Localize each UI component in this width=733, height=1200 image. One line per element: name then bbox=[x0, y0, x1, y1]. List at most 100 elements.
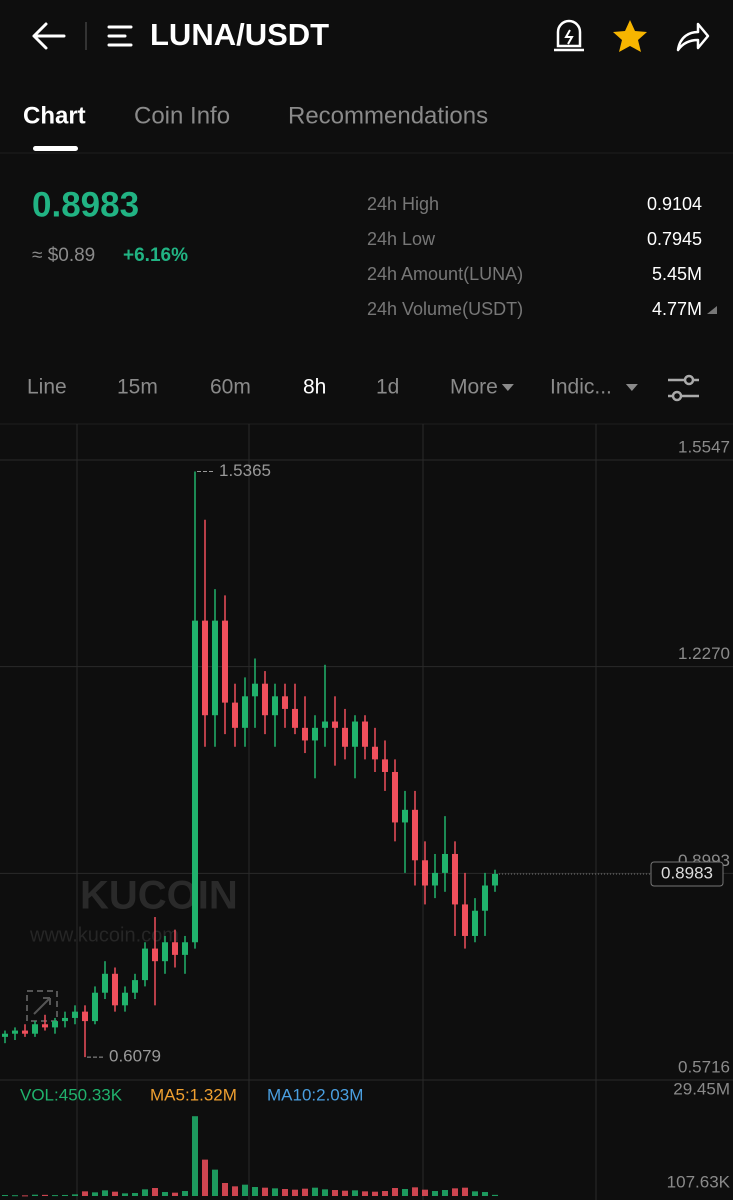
volume-bar bbox=[152, 1188, 158, 1196]
candle-body bbox=[482, 885, 488, 911]
volume-bar bbox=[242, 1184, 248, 1196]
expand-button[interactable] bbox=[26, 990, 58, 1022]
tab[interactable]: Coin Info bbox=[134, 102, 230, 129]
alert-button[interactable] bbox=[554, 19, 584, 52]
candle-body bbox=[262, 683, 268, 716]
candle-body bbox=[402, 809, 408, 823]
volume-bar bbox=[472, 1191, 478, 1196]
candle-body bbox=[472, 910, 478, 936]
volume-bar bbox=[492, 1194, 498, 1196]
chart-settings-button[interactable] bbox=[668, 374, 699, 402]
volume-bar bbox=[182, 1191, 188, 1196]
candle-body bbox=[322, 721, 328, 728]
volume-bar bbox=[432, 1191, 438, 1196]
stat-label: 24h High bbox=[367, 194, 439, 214]
stat-label: 24h Low bbox=[367, 229, 436, 249]
volume-bar bbox=[312, 1187, 318, 1196]
candle-body bbox=[132, 980, 138, 993]
stat-label: 24h Volume(USDT) bbox=[367, 299, 523, 319]
volume-bar bbox=[102, 1190, 108, 1196]
dropdown-mark bbox=[625, 384, 638, 391]
tab[interactable]: Chart bbox=[23, 102, 86, 129]
volume-bar bbox=[282, 1189, 288, 1196]
candle-body bbox=[202, 620, 208, 716]
volume-bar bbox=[322, 1189, 328, 1196]
candle-body bbox=[422, 860, 428, 886]
stat-value: 4.77M bbox=[652, 299, 702, 319]
y-tick-label: 1.2270 bbox=[678, 644, 730, 663]
volume-bar bbox=[42, 1194, 48, 1196]
candle-body bbox=[52, 1021, 58, 1028]
candle-body bbox=[82, 1011, 88, 1022]
extreme-label: 1.5365 bbox=[219, 461, 271, 480]
volume-bar bbox=[422, 1189, 428, 1196]
volume-bar bbox=[252, 1187, 258, 1196]
watermark-brand: KUCOIN bbox=[80, 874, 238, 918]
interval-button[interactable]: 8h bbox=[303, 376, 326, 399]
tab[interactable]: Recommendations bbox=[288, 102, 488, 129]
volume-legend: VOL:450.33K bbox=[20, 1085, 123, 1104]
candle-body bbox=[362, 721, 368, 747]
volume-bar bbox=[352, 1190, 358, 1196]
menu-button[interactable] bbox=[107, 25, 133, 47]
volume-bar bbox=[32, 1194, 38, 1196]
stat-value: 0.9104 bbox=[647, 194, 702, 214]
volume-bar bbox=[232, 1186, 238, 1196]
candle-body bbox=[302, 727, 308, 741]
candle-body bbox=[442, 853, 448, 873]
candle-body bbox=[152, 948, 158, 962]
candle-body bbox=[172, 942, 178, 955]
volume-legend: MA5:1.32M bbox=[150, 1085, 237, 1104]
tab-underline bbox=[33, 146, 78, 151]
stat-value: 0.7945 bbox=[647, 229, 702, 249]
interval-button[interactable]: Indic... bbox=[550, 376, 612, 399]
volume-bar bbox=[302, 1188, 308, 1196]
watermark-url: www.kucoin.com bbox=[29, 924, 179, 946]
candle-body bbox=[222, 620, 228, 703]
volume-bar bbox=[52, 1195, 58, 1197]
candle-body bbox=[32, 1024, 38, 1034]
volume-bar bbox=[362, 1191, 368, 1196]
candle-body bbox=[22, 1030, 28, 1034]
volume-bar bbox=[72, 1194, 78, 1196]
favorite-button[interactable] bbox=[613, 20, 647, 52]
candle-body bbox=[272, 696, 278, 716]
candle-body bbox=[232, 702, 238, 728]
y-tick-label: 0.5716 bbox=[678, 1057, 730, 1076]
volume-bar bbox=[222, 1183, 228, 1196]
volume-bar bbox=[122, 1193, 128, 1196]
candle-body bbox=[492, 873, 498, 886]
back-button[interactable] bbox=[32, 22, 66, 50]
price-change: +6.16% bbox=[123, 245, 188, 266]
interval-button[interactable]: 60m bbox=[210, 376, 251, 399]
volume-bar bbox=[342, 1190, 348, 1196]
candle-body bbox=[332, 721, 338, 728]
share-button[interactable] bbox=[676, 22, 710, 52]
interval-button[interactable]: 15m bbox=[117, 376, 158, 399]
last-price-box bbox=[650, 861, 724, 887]
volume-bar bbox=[462, 1187, 468, 1196]
volume-bar bbox=[452, 1188, 458, 1196]
candle-body bbox=[352, 721, 358, 747]
volume-bar bbox=[412, 1187, 418, 1196]
volume-bar bbox=[382, 1191, 388, 1196]
candle-body bbox=[252, 683, 258, 697]
candle-body bbox=[162, 942, 168, 962]
candle-body bbox=[212, 620, 218, 716]
interval-button[interactable]: Line bbox=[27, 376, 67, 399]
interval-button[interactable]: More bbox=[450, 376, 498, 399]
interval-button[interactable]: 1d bbox=[376, 376, 399, 399]
volume-bar bbox=[442, 1190, 448, 1196]
volume-bar bbox=[62, 1194, 68, 1196]
candle-body bbox=[112, 973, 118, 1006]
candle-body bbox=[192, 620, 198, 943]
volume-bar bbox=[262, 1187, 268, 1196]
volume-tick-label: 29.45M bbox=[673, 1079, 730, 1098]
candle-body bbox=[122, 992, 128, 1006]
volume-legend: MA10:2.03M bbox=[267, 1085, 363, 1104]
candle-body bbox=[72, 1011, 78, 1018]
last-price: 0.8983 bbox=[32, 185, 139, 224]
dropdown-mark bbox=[707, 306, 717, 314]
candle-body bbox=[42, 1024, 48, 1028]
